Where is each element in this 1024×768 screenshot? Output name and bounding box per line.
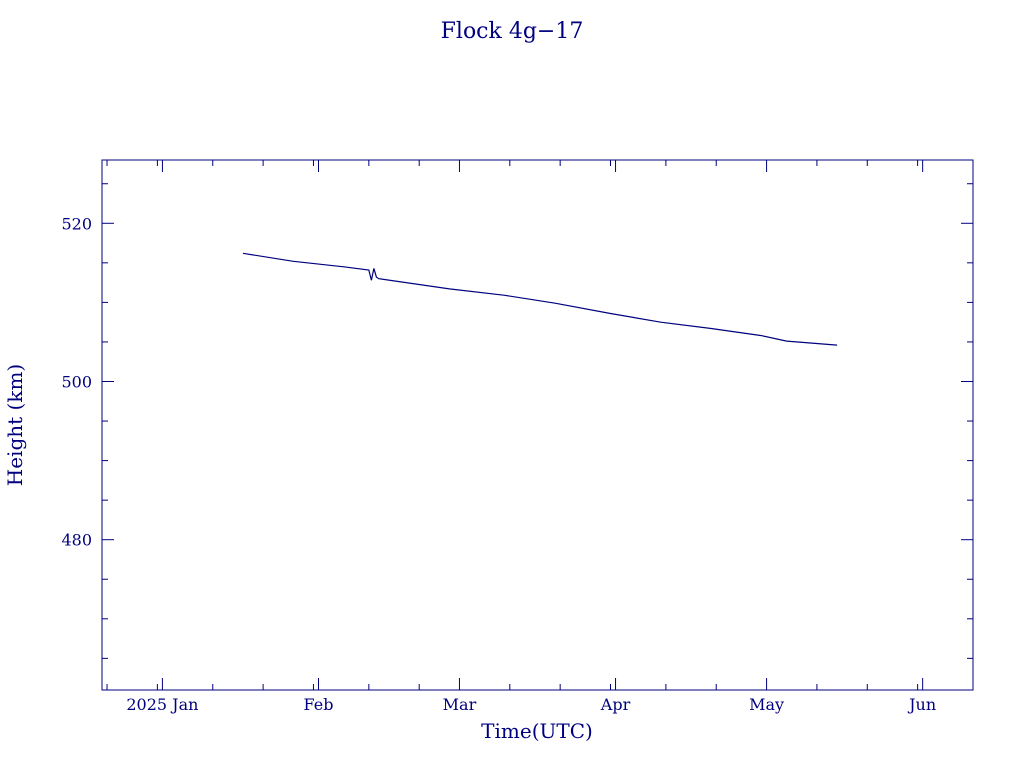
x-tick-label: Jun <box>907 695 936 714</box>
x-tick-label: Mar <box>443 695 477 714</box>
axis-ticks <box>102 160 974 690</box>
series-group <box>242 252 838 346</box>
plot-frame <box>101 159 974 691</box>
y-tick-label: 520 <box>61 214 92 233</box>
y-tick-label: 480 <box>61 531 92 550</box>
x-tick-label: May <box>749 695 784 714</box>
y-tick-label: 500 <box>61 372 92 391</box>
chart-title: Flock 4g−17 <box>441 19 584 44</box>
x-tick-label: Apr <box>600 695 631 714</box>
x-axis-label: Time(UTC) <box>481 719 593 743</box>
series-line <box>242 252 838 346</box>
x-tick-label: 2025 Jan <box>126 695 198 714</box>
x-tick-label: Feb <box>304 695 334 714</box>
y-axis-label: Height (km) <box>3 364 27 486</box>
axis-tick-labels: 480 500 520 2025 Jan Feb Mar Apr May Jun <box>61 214 936 714</box>
